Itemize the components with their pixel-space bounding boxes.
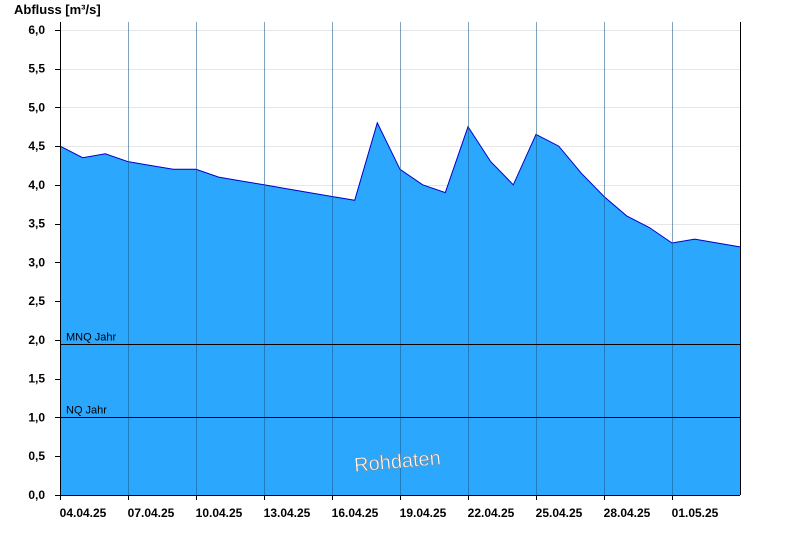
y-tick-label: 4,5 <box>28 139 45 153</box>
x-tick-label: 10.04.25 <box>196 506 243 520</box>
axes <box>55 22 741 500</box>
x-tick-label: 04.04.25 <box>60 506 107 520</box>
y-axis-label: Abfluss [m³/s] <box>14 2 101 17</box>
y-tick-label: 2,5 <box>28 294 45 308</box>
x-tick-label: 13.04.25 <box>264 506 311 520</box>
reference-line-label: MNQ Jahr <box>66 332 116 344</box>
vertical-gridlines <box>128 22 673 495</box>
x-tick-labels: 04.04.25 07.04.25 10.04.25 13.04.25 16.04.25… <box>60 495 719 520</box>
y-tick-label: 0,0 <box>28 488 45 502</box>
y-tick-label: 5,0 <box>28 100 45 114</box>
x-tick-label: 01.05.25 <box>672 506 719 520</box>
y-tick-labels: 0,0 0,5 1,0 1,5 2,0 2,5 3,0 3,5 4,0 4,5 5,0 5,5 6,0 <box>28 23 60 502</box>
reference-line-label: NQ Jahr <box>66 405 107 417</box>
x-tick-label: 28.04.25 <box>604 506 651 520</box>
y-tick-label: 2,0 <box>28 333 45 347</box>
x-tick-label: 16.04.25 <box>332 506 379 520</box>
x-tick-label: 07.04.25 <box>128 506 175 520</box>
discharge-area <box>60 122 740 496</box>
reference-lines: MNQ Jahr NQ Jahr <box>60 332 740 418</box>
x-tick-label: 22.04.25 <box>468 506 515 520</box>
y-tick-label: 4,0 <box>28 178 45 192</box>
y-tick-label: 3,5 <box>28 217 45 231</box>
y-tick-label: 0,5 <box>28 449 45 463</box>
x-tick-label: 19.04.25 <box>400 506 447 520</box>
x-tick-label: 25.04.25 <box>536 506 583 520</box>
y-tick-label: 3,0 <box>28 255 45 269</box>
y-tick-label: 5,5 <box>28 62 45 76</box>
y-tick-label: 1,0 <box>28 410 45 424</box>
y-tick-label: 1,5 <box>28 372 45 386</box>
y-tick-label: 6,0 <box>28 23 45 37</box>
discharge-line <box>59 121 741 248</box>
